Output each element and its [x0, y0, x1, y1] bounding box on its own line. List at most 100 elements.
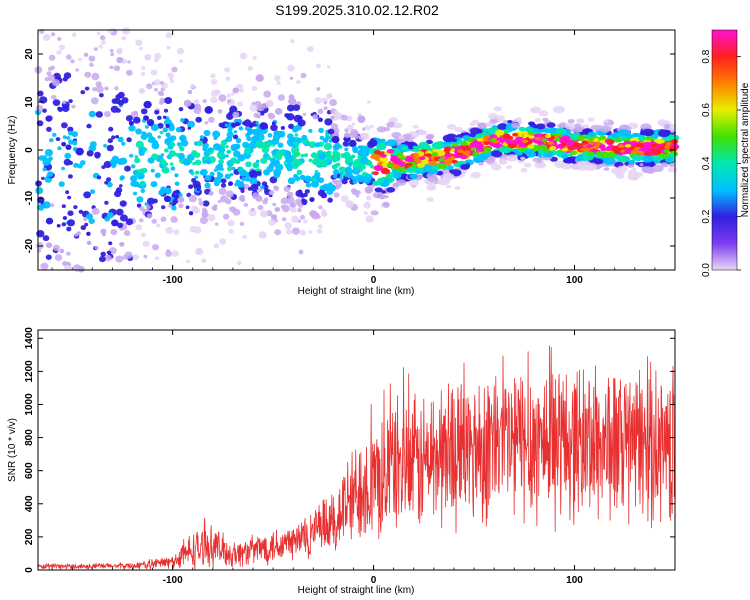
spectrogram-cell	[252, 162, 260, 169]
spectrogram-cell	[146, 205, 151, 210]
spectrogram-cell	[585, 163, 598, 171]
spectrogram-cell	[138, 168, 145, 175]
spectrogram-cell	[73, 205, 78, 210]
spectrogram-cell	[152, 140, 159, 146]
spectrogram-cell	[652, 149, 661, 156]
spectrogram-cell	[114, 86, 119, 91]
spectrogram-cell	[165, 32, 173, 39]
spectrogram-cell	[297, 119, 306, 127]
spectrogram-cell	[139, 180, 146, 186]
spectrogram-cell	[156, 115, 162, 121]
y-tick-label: -10	[24, 190, 35, 205]
spectrogram-cell	[196, 187, 201, 192]
spectrogram-cell	[348, 162, 353, 167]
spectrogram-cell	[171, 205, 177, 211]
spectrogram-cell	[248, 208, 257, 217]
spectrogram-cell	[274, 207, 280, 212]
spectrogram-cell	[377, 177, 386, 183]
spectrogram-cell	[427, 147, 433, 151]
spectrogram-cell	[150, 168, 155, 173]
spectrogram-cell	[521, 139, 529, 144]
figure-title: S199.2025.310.02.12.R02	[275, 2, 439, 18]
spectrogram-cell	[585, 140, 595, 146]
spectrogram-cell	[599, 125, 612, 133]
y-tick-label: 20	[24, 48, 35, 60]
spectrogram-cell	[117, 222, 124, 228]
snr-y-label: SNR (10 * v/v)	[7, 418, 18, 482]
spectrogram-cell	[318, 117, 323, 123]
spectrogram-cell	[92, 87, 97, 92]
spectrogram-cell	[496, 137, 503, 141]
spectrogram-cell	[137, 172, 145, 180]
spectrogram-cell	[46, 71, 52, 76]
x-tick-label: 100	[566, 275, 583, 286]
spectrogram-cell	[188, 184, 194, 189]
spectrogram-cell	[393, 164, 400, 168]
spectrogram-cell	[213, 204, 218, 208]
spectrogram-cell	[444, 160, 452, 166]
spectrogram-cell	[49, 138, 54, 143]
spectrogram-cell	[276, 81, 281, 85]
spectrogram-cell	[664, 145, 671, 149]
spectrogram-cell	[290, 39, 295, 44]
spectrogram-cell	[96, 31, 101, 36]
spectrogram-cell	[274, 229, 282, 236]
y-tick-label: 0	[24, 147, 35, 153]
spectrogram-cell	[358, 145, 362, 149]
spectrogram-cell	[367, 100, 371, 104]
spectrogram-cell	[224, 67, 231, 73]
spectrogram-cell	[455, 137, 463, 142]
spectrogram-cell	[130, 164, 136, 169]
spectrogram-cell	[142, 131, 147, 136]
y-tick-label: -20	[24, 238, 35, 253]
spectrogram-cell	[88, 110, 96, 118]
spectrogram-cell	[95, 111, 104, 118]
spectrogram-cell	[631, 150, 638, 154]
spectrogram-cell	[176, 142, 182, 147]
y-tick-label: 200	[24, 528, 35, 545]
spectrogram-cell	[94, 153, 101, 159]
spectrogram-cell	[35, 104, 44, 112]
spectrogram-cell	[535, 123, 546, 130]
spectrogram-cell	[416, 162, 425, 168]
spectrogram-cell	[271, 137, 280, 145]
spectrogram-cell	[542, 150, 554, 158]
spectrogram-cell	[93, 47, 98, 51]
spectrogram-cell	[262, 199, 268, 205]
spectrogram-cell	[327, 150, 332, 155]
spectrogram-cell	[297, 116, 303, 121]
spectrogram-cell	[160, 153, 165, 157]
spectrogram-cell	[226, 149, 232, 154]
spectrogram-cell	[151, 218, 157, 224]
spectrogram-cell	[369, 139, 378, 147]
spectrogram-cell	[488, 113, 499, 120]
spectrogram-cell	[41, 176, 45, 180]
spectrogram-cell	[242, 121, 247, 126]
spectrogram-cell	[255, 159, 260, 163]
spectrogram-cell	[569, 150, 578, 156]
spectrogram-cell	[303, 153, 309, 158]
spectrogram-cell	[379, 195, 386, 200]
spectrogram-cell	[331, 179, 338, 185]
spectrogram-cell	[72, 140, 78, 146]
spectrogram-cell	[321, 97, 328, 103]
spectrogram-cell	[632, 132, 640, 138]
spectrogram-cell	[42, 108, 47, 113]
spectrogram-cell	[335, 184, 340, 189]
spectrogram-cell	[210, 73, 216, 79]
spectrogram-cell	[425, 153, 432, 157]
spectrogram-cell	[266, 155, 272, 161]
spectrogram-cell	[314, 169, 319, 174]
spectrogram-cell	[84, 222, 89, 227]
spectrogram-cell	[438, 158, 445, 162]
spectrogram-cell	[287, 64, 295, 72]
spectrogram-cell	[239, 52, 248, 60]
spectrogram-cell	[464, 150, 471, 154]
spectrogram-cell	[191, 150, 198, 156]
spectrogram-cell	[169, 77, 174, 81]
spectrogram-cell	[553, 105, 565, 114]
spectrogram-cell	[442, 134, 455, 143]
x-tick-label: 0	[371, 275, 377, 286]
spectrogram-cell	[327, 197, 333, 203]
spectrogram-cell	[345, 115, 353, 122]
